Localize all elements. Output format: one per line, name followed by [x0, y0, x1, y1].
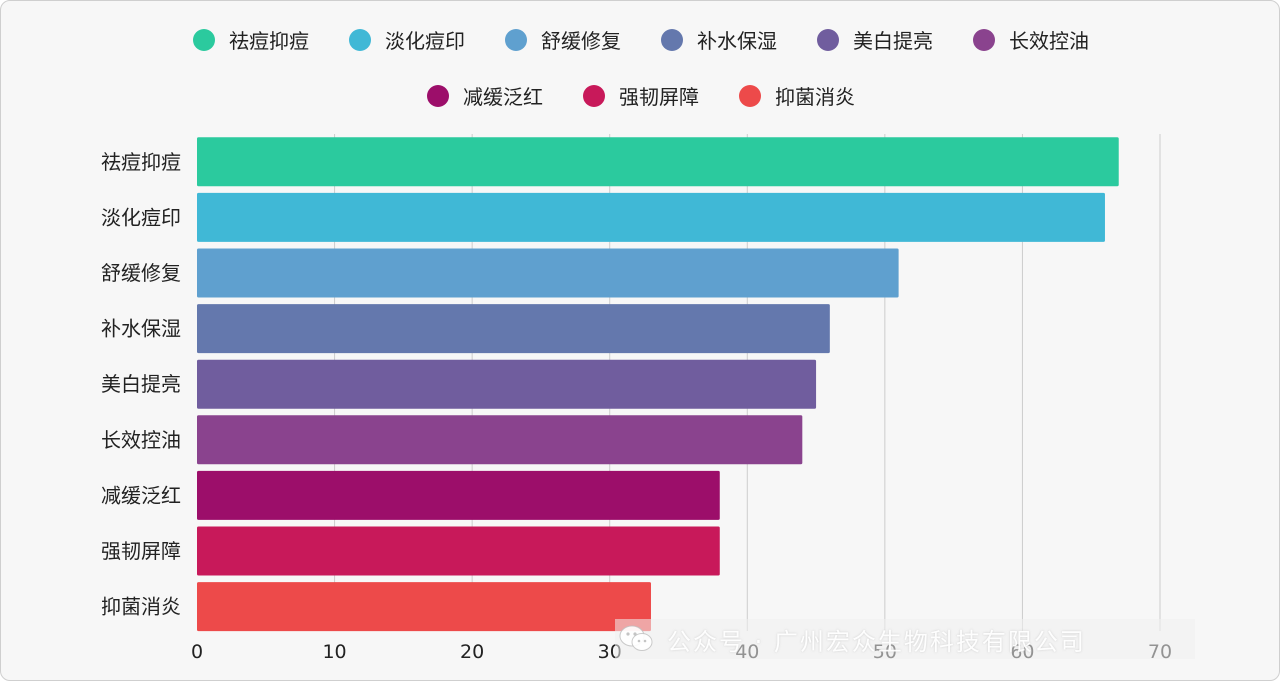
legend-swatch-icon	[583, 84, 605, 107]
watermark-text: 公众号 · 广州宏众生物科技有限公司	[667, 627, 1086, 656]
legend-label: 淡化痘印	[385, 29, 465, 53]
bar[interactable]	[197, 526, 720, 576]
bar[interactable]	[197, 304, 830, 354]
legend-swatch-icon	[661, 28, 683, 51]
legend-label: 祛痘抑痘	[229, 29, 309, 53]
y-tick-label: 舒缓修复	[101, 261, 181, 285]
legend-item[interactable]: 舒缓修复	[505, 25, 621, 54]
bar[interactable]	[197, 582, 651, 632]
legend-label: 舒缓修复	[541, 29, 621, 53]
legend-swatch-icon	[505, 28, 527, 51]
legend-swatch-icon	[349, 28, 371, 51]
bar[interactable]	[197, 415, 803, 465]
legend-label: 抑菌消炎	[775, 85, 855, 109]
legend-item[interactable]: 强韧屏障	[583, 81, 699, 110]
x-tick-label: 0	[191, 641, 203, 663]
legend-item[interactable]: 淡化痘印	[349, 25, 465, 54]
legend-item[interactable]: 抑菌消炎	[739, 81, 855, 110]
watermark: 公众号 · 广州宏众生物科技有限公司	[615, 619, 1195, 659]
bar[interactable]	[197, 470, 720, 520]
legend-row-2: 减缓泛红 强韧屏障 抑菌消炎	[1, 81, 1279, 110]
legend-label: 美白提亮	[853, 29, 933, 53]
y-tick-label: 补水保湿	[101, 317, 181, 341]
legend-item[interactable]: 美白提亮	[817, 25, 933, 54]
legend-item[interactable]: 减缓泛红	[427, 81, 543, 110]
x-tick-label: 10	[322, 641, 346, 663]
legend-item[interactable]: 祛痘抑痘	[193, 25, 309, 54]
y-tick-label: 长效控油	[101, 428, 181, 452]
legend-swatch-icon	[817, 28, 839, 51]
y-tick-label: 淡化痘印	[101, 205, 181, 229]
legend-item[interactable]: 长效控油	[973, 25, 1089, 54]
legend-row-1: 祛痘抑痘 淡化痘印 舒缓修复 补水保湿 美白提亮 长效控油	[1, 25, 1279, 54]
bar[interactable]	[197, 248, 899, 298]
bar[interactable]	[197, 359, 817, 409]
y-tick-label: 减缓泛红	[101, 483, 181, 507]
legend-swatch-icon	[427, 84, 449, 107]
x-tick-label: 20	[460, 641, 484, 663]
legend-swatch-icon	[739, 84, 761, 107]
legend-label: 补水保湿	[697, 29, 777, 53]
bar[interactable]	[197, 192, 1105, 242]
y-tick-label: 美白提亮	[101, 372, 181, 396]
y-tick-label: 祛痘抑痘	[101, 150, 181, 174]
wechat-icon	[619, 625, 653, 653]
bar[interactable]	[197, 137, 1119, 187]
chart-legend: 祛痘抑痘 淡化痘印 舒缓修复 补水保湿 美白提亮 长效控油	[1, 1, 1279, 131]
y-tick-label: 强韧屏障	[101, 539, 181, 563]
legend-label: 强韧屏障	[619, 85, 699, 109]
y-tick-label: 抑菌消炎	[101, 595, 181, 619]
legend-label: 减缓泛红	[463, 85, 543, 109]
legend-swatch-icon	[193, 28, 215, 51]
legend-label: 长效控油	[1009, 29, 1089, 53]
legend-item[interactable]: 补水保湿	[661, 25, 777, 54]
legend-swatch-icon	[973, 28, 995, 51]
